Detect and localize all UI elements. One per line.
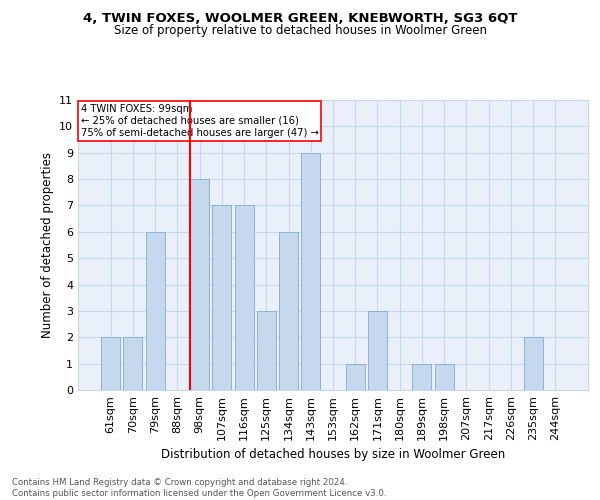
Bar <box>279 232 298 390</box>
Bar <box>524 338 542 390</box>
Text: Size of property relative to detached houses in Woolmer Green: Size of property relative to detached ho… <box>113 24 487 37</box>
Bar <box>301 152 320 390</box>
Bar <box>212 206 231 390</box>
X-axis label: Distribution of detached houses by size in Woolmer Green: Distribution of detached houses by size … <box>161 448 505 462</box>
Bar <box>368 311 387 390</box>
Bar <box>146 232 164 390</box>
Bar <box>124 338 142 390</box>
Bar <box>435 364 454 390</box>
Text: 4, TWIN FOXES, WOOLMER GREEN, KNEBWORTH, SG3 6QT: 4, TWIN FOXES, WOOLMER GREEN, KNEBWORTH,… <box>83 12 517 26</box>
Bar <box>346 364 365 390</box>
Bar <box>101 338 120 390</box>
Bar <box>257 311 276 390</box>
Y-axis label: Number of detached properties: Number of detached properties <box>41 152 53 338</box>
Bar <box>235 206 254 390</box>
Text: Contains HM Land Registry data © Crown copyright and database right 2024.
Contai: Contains HM Land Registry data © Crown c… <box>12 478 386 498</box>
Bar <box>190 179 209 390</box>
Text: 4 TWIN FOXES: 99sqm
← 25% of detached houses are smaller (16)
75% of semi-detach: 4 TWIN FOXES: 99sqm ← 25% of detached ho… <box>80 104 319 138</box>
Bar <box>412 364 431 390</box>
